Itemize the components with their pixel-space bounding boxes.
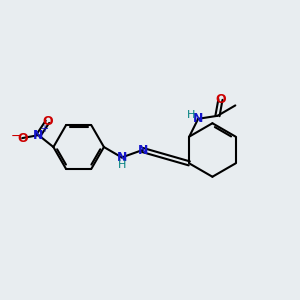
Text: H: H: [187, 110, 195, 120]
Text: +: +: [40, 124, 48, 134]
Text: N: N: [137, 143, 148, 157]
Text: O: O: [17, 132, 28, 145]
Text: N: N: [117, 151, 127, 164]
Text: O: O: [215, 93, 226, 106]
Text: N: N: [33, 129, 44, 142]
Text: H: H: [118, 160, 127, 170]
Text: N: N: [193, 112, 203, 125]
Text: −: −: [11, 130, 21, 143]
Text: O: O: [42, 115, 53, 128]
